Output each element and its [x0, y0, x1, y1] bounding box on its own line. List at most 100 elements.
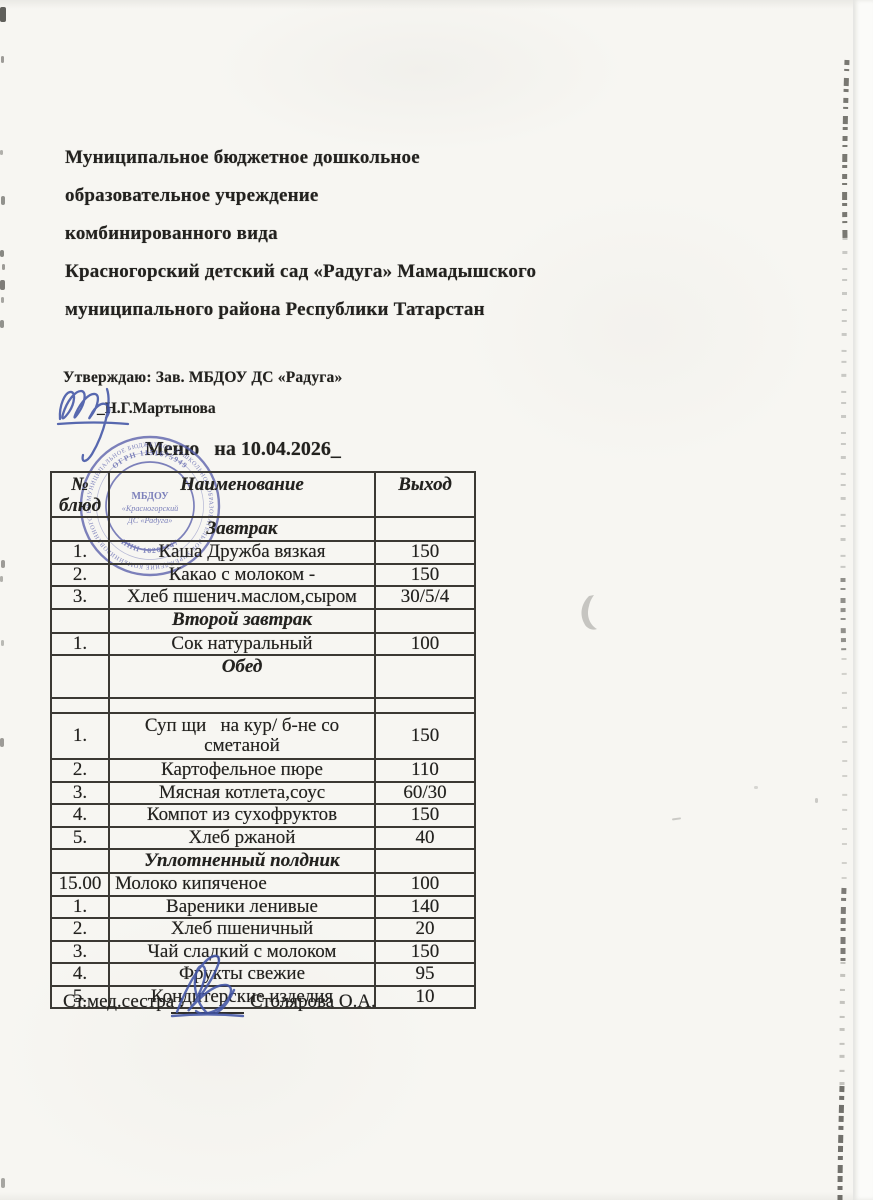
item-output: 140: [374, 894, 476, 920]
item-number: 2.: [50, 917, 110, 942]
col-header-out: Выход: [374, 470, 476, 519]
org-line: Красногорский детский сад «Радуга» Мамад…: [65, 261, 537, 282]
org-line: образовательное учреждение: [65, 185, 319, 206]
out-cell: [374, 516, 476, 543]
item-output: 30/5/4: [374, 585, 476, 610]
menu-item-row: 3. Мясная котлета,соус 60/30: [50, 780, 476, 806]
empty-row: [50, 697, 476, 715]
item-number: 15.00: [50, 872, 110, 897]
item-output: 150: [374, 803, 476, 828]
item-output: 150: [374, 562, 476, 588]
item-name: Сок натуральный: [108, 631, 376, 657]
menu-item-row: 1. Суп щи на кур/ б-не со сметаной 150: [50, 712, 476, 761]
menu-item-row: 2. Хлеб пшеничный 20: [50, 917, 476, 942]
item-output: 60/30: [374, 780, 476, 806]
menu-item-row: 5. Хлеб ржаной 40: [50, 825, 476, 851]
name-cell: [108, 697, 376, 715]
menu-item-row: 5. Кондитерские изделия 10: [50, 984, 476, 1010]
item-number: 1.: [50, 712, 110, 761]
item-name: Вареники ленивые: [108, 894, 376, 920]
menu-title: Меню на 10.04.2026_: [145, 438, 341, 460]
footer-signature-line: [171, 992, 244, 1014]
item-output: 20: [374, 917, 476, 942]
item-number: 5.: [50, 984, 110, 1010]
section-label: Второй завтрак: [108, 607, 376, 634]
section-label: Обед: [108, 654, 376, 700]
out-cell: [374, 607, 476, 634]
item-output: 150: [374, 540, 476, 565]
item-name: Какао с молоком -: [108, 562, 376, 588]
item-output: 150: [374, 712, 476, 761]
table-header-row: № блюд Наименование Выход: [50, 470, 476, 519]
num-cell: [50, 697, 110, 715]
item-name: Мясная котлета,соус: [108, 780, 376, 806]
org-line: комбинированного вида: [65, 223, 278, 244]
item-number: 2.: [50, 562, 110, 588]
scan-scuff-right: [837, 59, 850, 1200]
menu-item-row: 15.00 Молоко кипяченое 100: [50, 872, 476, 897]
menu-item-row: 2. Какао с молоком -150: [50, 562, 476, 588]
item-name: Хлеб ржаной: [108, 825, 376, 851]
item-output: 10: [374, 984, 476, 1010]
item-name: Суп щи на кур/ б-не со сметаной: [108, 712, 376, 761]
org-line: муниципального района Республики Татарст…: [65, 299, 485, 320]
org-header-block: Муниципальное бюджетное дошкольное образ…: [65, 147, 625, 337]
section-row: Обед: [50, 654, 476, 700]
item-output: 100: [374, 631, 476, 657]
item-number: 3.: [50, 585, 110, 610]
item-name: Фрукты свежие: [108, 962, 376, 987]
item-number: 1.: [50, 631, 110, 657]
section-label: Завтрак: [108, 516, 376, 543]
menu-item-row: 4. Компот из сухофруктов 150: [50, 803, 476, 828]
item-number: 4.: [50, 962, 110, 987]
item-name: Чай сладкий с молоком: [108, 939, 376, 965]
num-cell: [50, 607, 110, 634]
menu-item-row: 4. Фрукты свежие 95: [50, 962, 476, 987]
item-number: 2.: [50, 758, 110, 783]
item-name: Хлеб пшеничный: [108, 917, 376, 942]
menu-item-row: 2. Картофельное пюре 110: [50, 758, 476, 783]
menu-item-row: 1. Вареники ленивые 140: [50, 894, 476, 920]
footer-role-label: Ст.мед.сестра :: [63, 991, 185, 1012]
menu-table-body: Завтрак 1. Каша Дружба вязкая 150 2. Какао с …: [50, 516, 476, 1010]
out-cell: [374, 697, 476, 715]
section-row: Второй завтрак: [50, 607, 476, 634]
menu-item-row: 3. Чай сладкий с молоком 150: [50, 939, 476, 965]
approver-name: _Н.Г.Мартынова: [97, 400, 216, 417]
menu-item-row: 1. Сок натуральный 100: [50, 631, 476, 657]
footer-name-label: Столярова О.А.: [250, 991, 376, 1012]
item-output: 40: [374, 825, 476, 851]
menu-item-row: 1. Каша Дружба вязкая 150: [50, 540, 476, 565]
num-cell: [50, 516, 110, 543]
menu-item-row: 3. Хлеб пшенич.маслом,сыром 30/5/4: [50, 585, 476, 610]
approval-line: Утверждаю: Зав. МБДОУ ДС «Радуга»: [63, 369, 343, 386]
num-cell: [50, 654, 110, 700]
item-number: 1.: [50, 894, 110, 920]
col-header-num: № блюд: [50, 470, 110, 519]
out-cell: [374, 654, 476, 700]
section-row: Уплотненный полдник: [50, 848, 476, 875]
col-header-num-line1: №: [71, 474, 89, 495]
item-name: Молоко кипяченое: [108, 872, 376, 897]
item-name: Каша Дружба вязкая: [108, 540, 376, 565]
out-cell: [374, 848, 476, 875]
menu-table: № блюд Наименование Выход Завтрак 1. Каша …: [50, 470, 476, 1010]
item-name: Картофельное пюре: [108, 758, 376, 783]
item-number: 3.: [50, 939, 110, 965]
item-output: 100: [374, 872, 476, 897]
scan-edge-light-strip: [853, 0, 873, 1200]
item-number: 3.: [50, 780, 110, 806]
col-header-name: Наименование: [108, 470, 376, 519]
item-output: 150: [374, 939, 476, 965]
item-output: 95: [374, 962, 476, 987]
num-cell: [50, 848, 110, 875]
item-name: Компот из сухофруктов: [108, 803, 376, 828]
section-row: Завтрак: [50, 516, 476, 543]
item-number: 1.: [50, 540, 110, 565]
scan-specks-left: [0, 7, 6, 1188]
org-line: Муниципальное бюджетное дошкольное: [65, 147, 420, 168]
section-label: Уплотненный полдник: [108, 848, 376, 875]
item-output: 110: [374, 758, 476, 783]
item-name: Хлеб пшенич.маслом,сыром: [108, 585, 376, 610]
